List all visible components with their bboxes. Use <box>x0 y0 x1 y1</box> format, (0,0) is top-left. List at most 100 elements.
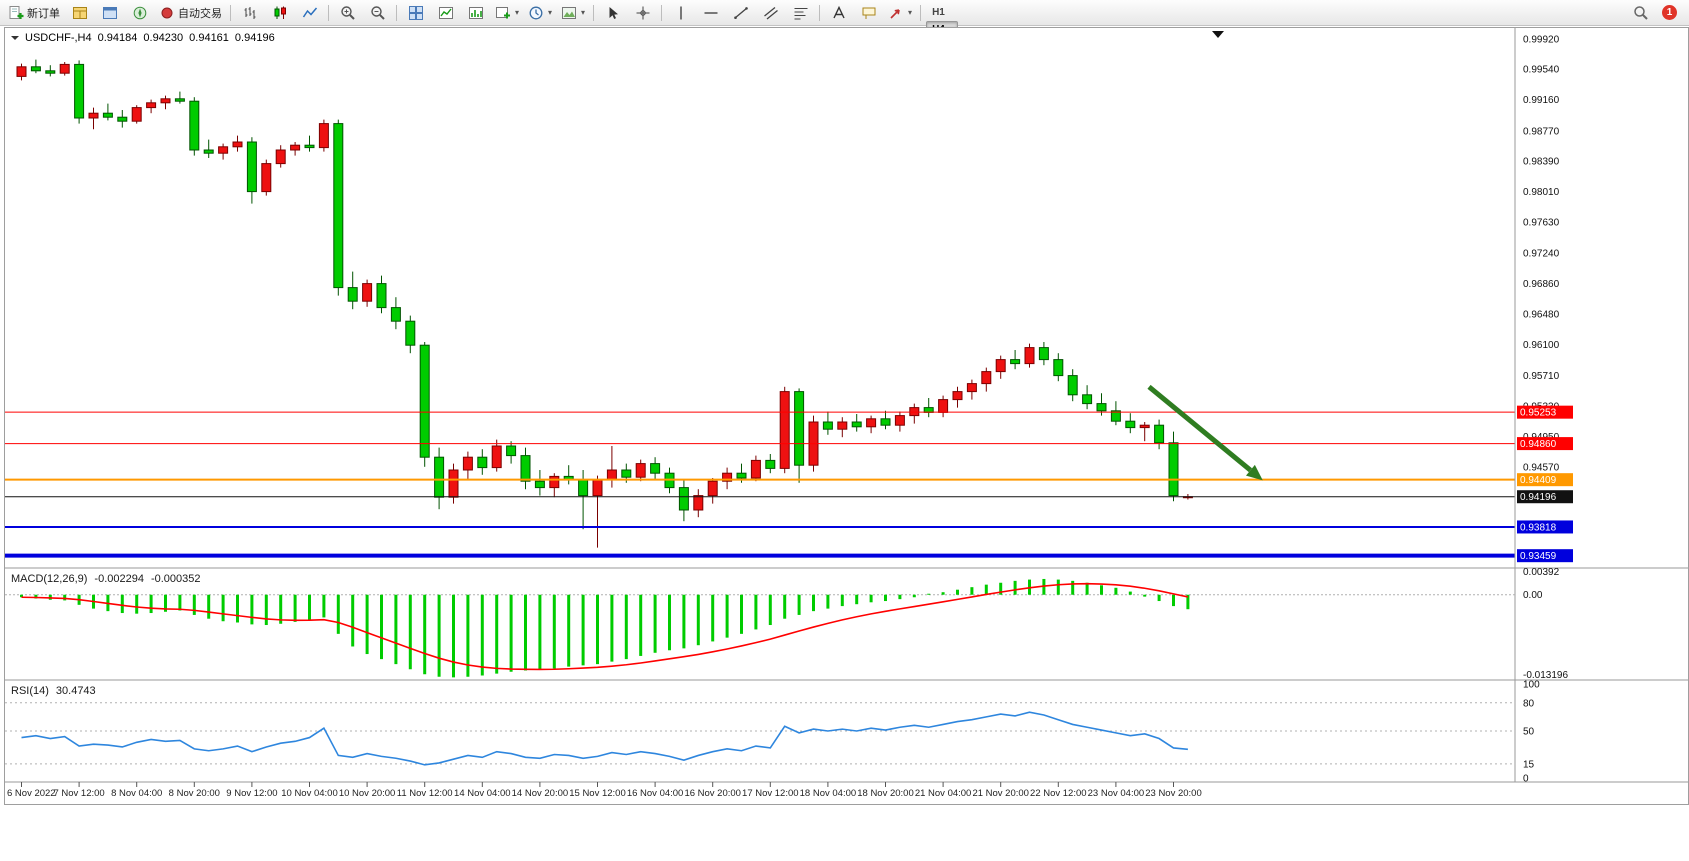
vertical-line-button[interactable] <box>666 1 695 24</box>
time-axis-label: 18 Nov 04:00 <box>800 788 857 799</box>
price-axis-label: 0.98770 <box>1523 126 1560 137</box>
trend-arrow[interactable] <box>1147 384 1263 481</box>
rsi-label: RSI(14) 30.4743 <box>11 685 96 697</box>
macd-main-value: -0.002294 <box>94 573 144 585</box>
bar-chart-button[interactable] <box>235 1 264 24</box>
indicators-window-button[interactable] <box>431 1 460 24</box>
timeframe-h1[interactable]: H1 <box>932 7 945 18</box>
price-axis-label: 0.99160 <box>1523 95 1560 106</box>
rsi-scale-label: 80 <box>1523 698 1535 709</box>
price-axis-label: 0.98390 <box>1523 157 1560 168</box>
chart-window[interactable]: 0.99920 0.99540 0.99160 0.98770 0.98390 0.980… <box>4 27 1689 805</box>
data-window-button[interactable] <box>95 1 124 24</box>
chart-canvas[interactable]: 0.99920 0.99540 0.99160 0.98770 0.98390 0.980… <box>5 28 1688 802</box>
price-tag: 0.95253 <box>1517 405 1573 419</box>
indicator-list-icon <box>468 6 483 19</box>
new-chart-button[interactable] <box>491 1 523 24</box>
text-button[interactable] <box>824 1 853 24</box>
svg-text:0.94860: 0.94860 <box>1520 439 1557 450</box>
arrow-objects-icon <box>890 8 900 19</box>
time-axis-label: 8 Nov 20:00 <box>169 788 220 799</box>
rsi-scale-label: 100 <box>1523 680 1540 691</box>
trendline-button[interactable] <box>726 1 755 24</box>
auto-trading-button[interactable]: 自动交易 <box>155 1 226 24</box>
periods-button[interactable] <box>524 1 556 24</box>
time-axis-label: 10 Nov 04:00 <box>281 788 338 799</box>
price-axis-label: 0.97630 <box>1523 218 1560 229</box>
ohlc-high: 0.94230 <box>143 32 184 44</box>
notification-badge[interactable]: 1 <box>1662 5 1677 20</box>
svg-text:0.95253: 0.95253 <box>1520 408 1557 419</box>
price-axis-label: 0.99920 <box>1523 34 1560 45</box>
tile-windows-icon <box>408 5 423 20</box>
rsi-scale-label: 0 <box>1523 774 1529 785</box>
symbol-dropdown-icon[interactable] <box>11 36 19 44</box>
vertical-line-icon <box>679 6 682 19</box>
time-axis-label: 23 Nov 04:00 <box>1088 788 1145 799</box>
price-tag: 0.94196 <box>1517 490 1573 504</box>
candlestick-button[interactable] <box>265 1 294 24</box>
crosshair-button[interactable] <box>628 1 657 24</box>
tile-windows-button[interactable] <box>401 1 430 24</box>
rsi-value: 30.4743 <box>55 685 96 697</box>
zoom-in-button[interactable] <box>333 1 362 24</box>
timeframe-m30[interactable]: M30 <box>926 0 957 4</box>
fibonacci-button[interactable] <box>786 1 815 24</box>
text-label-button[interactable] <box>854 1 883 24</box>
time-axis-label: 21 Nov 20:00 <box>972 788 1029 799</box>
fibonacci-icon <box>794 7 808 19</box>
candles <box>16 59 1193 548</box>
navigator-icon <box>133 6 146 19</box>
price-axis-label: 0.96480 <box>1523 310 1560 321</box>
cursor-button[interactable] <box>598 1 627 24</box>
new-chart-icon <box>496 6 510 18</box>
templates-icon <box>562 6 577 19</box>
chart-title: USDCHF-,H4 0.94184 0.94230 0.94161 0.941… <box>11 32 275 44</box>
indicator-list-button[interactable] <box>461 1 490 24</box>
time-axis-label: 14 Nov 20:00 <box>512 788 569 799</box>
macd-signal-value: -0.000352 <box>150 573 201 585</box>
navigator-button[interactable] <box>125 1 154 24</box>
chart-shift-marker[interactable] <box>1212 31 1224 38</box>
macd-scale-label: -0.013196 <box>1523 670 1568 681</box>
auto-trading-icon <box>161 7 173 18</box>
text-icon <box>832 5 845 18</box>
market-watch-icon <box>72 6 87 19</box>
line-chart-button[interactable] <box>295 1 324 24</box>
arrows-button[interactable] <box>884 1 916 24</box>
templates-button[interactable] <box>557 1 589 24</box>
horizontal-line-button[interactable] <box>696 1 725 24</box>
macd-signal-line <box>21 582 1189 671</box>
time-axis-label: 21 Nov 04:00 <box>915 788 972 799</box>
search-icon <box>1633 5 1648 20</box>
time-axis-label: 8 Nov 04:00 <box>111 788 162 799</box>
time-axis-label: 14 Nov 04:00 <box>454 788 511 799</box>
macd-label: MACD(12,26,9) -0.002294 -0.000352 <box>11 573 201 585</box>
toolbar-separator <box>593 4 595 21</box>
toolbar-separator <box>396 4 397 21</box>
data-window-icon <box>102 6 117 19</box>
text-label-icon <box>862 7 876 19</box>
new-order-button[interactable]: 新订单 <box>4 1 64 24</box>
zoom-out-button[interactable] <box>363 1 392 24</box>
channel-button[interactable] <box>756 1 785 24</box>
crosshair-icon <box>636 6 650 19</box>
new-order-label: 新订单 <box>27 7 60 20</box>
auto-trading-label: 自动交易 <box>178 7 222 20</box>
search-button[interactable] <box>1626 1 1655 24</box>
macd-panel: 0.00392 0.00 -0.013196 <box>5 567 1568 681</box>
svg-text:0.93818: 0.93818 <box>1520 522 1557 533</box>
new-order-icon <box>9 5 24 19</box>
price-axis-label: 0.99540 <box>1523 65 1560 76</box>
rsi-scale-label: 15 <box>1523 759 1535 770</box>
symbol-label: USDCHF-,H4 <box>25 32 92 44</box>
toolbar-separator <box>661 4 663 21</box>
time-axis-label: 23 Nov 20:00 <box>1145 788 1202 799</box>
ohlc-close: 0.94196 <box>234 32 275 44</box>
market-watch-button[interactable] <box>65 1 94 24</box>
candlestick-icon <box>274 6 286 19</box>
time-axis-label: 6 Nov 2022 <box>7 788 56 799</box>
toolbar-separator <box>328 4 329 21</box>
toolbar-right: 1 <box>1626 1 1685 24</box>
macd-scale-label: 0.00 <box>1523 590 1543 601</box>
